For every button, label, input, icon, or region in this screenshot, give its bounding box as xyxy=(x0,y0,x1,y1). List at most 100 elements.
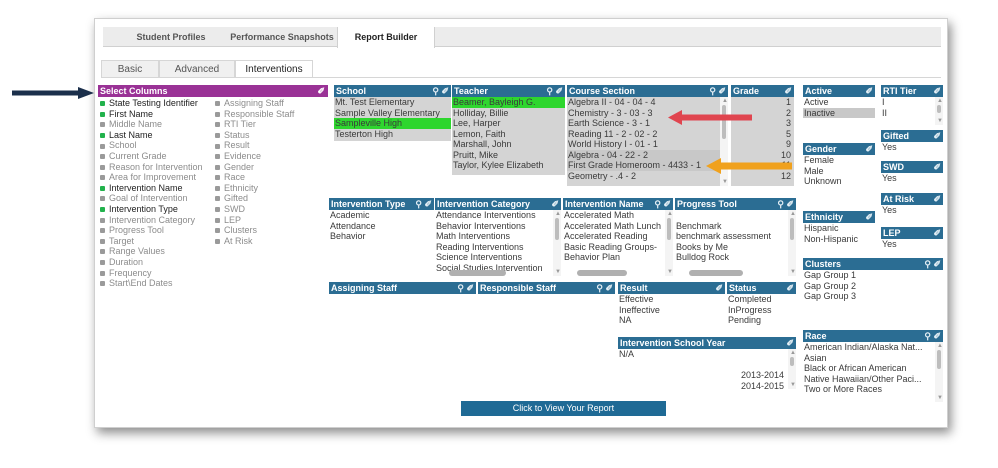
list-item[interactable]: Chemistry - 3 - 03 - 3 xyxy=(568,107,653,118)
list-item[interactable]: Books by Me xyxy=(676,241,729,252)
subtab-basic[interactable]: Basic xyxy=(101,60,159,78)
scroll-thumb[interactable] xyxy=(937,350,941,369)
list-item[interactable]: Geometry - .4 - 2 xyxy=(568,170,637,181)
list-item[interactable]: Pending xyxy=(728,315,762,325)
clear-filter-icon[interactable]: ✐ xyxy=(466,283,474,293)
list-item[interactable]: Sampleville High xyxy=(334,118,451,129)
list-item[interactable]: benchmark assessment xyxy=(676,231,772,241)
column-option[interactable]: Frequency xyxy=(100,268,203,279)
vertical-scrollbar[interactable]: ▲ ▼ xyxy=(935,97,943,125)
column-option[interactable]: Goal of Intervention xyxy=(100,193,203,204)
tab-student-profiles[interactable]: Student Profiles xyxy=(136,32,206,42)
column-option[interactable]: Ethnicity xyxy=(215,183,294,194)
list-item[interactable]: Algebra II - 04 - 04 - 4 xyxy=(568,97,656,107)
column-option[interactable]: Current Grade xyxy=(100,151,203,162)
search-icon[interactable]: ⚲ xyxy=(546,86,553,96)
clear-filter-icon[interactable]: ✐ xyxy=(786,283,794,293)
column-option[interactable]: LEP xyxy=(215,215,294,226)
list-item[interactable]: Pruitt, Mike xyxy=(453,149,499,160)
list-item[interactable]: American Indian/Alaska Nat... xyxy=(804,342,923,352)
list-item[interactable]: Gap Group 2 xyxy=(804,280,857,291)
list-item[interactable]: Non-Hispanic xyxy=(804,233,859,244)
scroll-down-icon[interactable]: ▼ xyxy=(790,269,796,275)
list-item[interactable]: Attendance Interventions xyxy=(436,210,536,220)
scroll-up-icon[interactable]: ▲ xyxy=(937,343,943,349)
list-item[interactable]: 10 xyxy=(780,149,791,160)
search-icon[interactable]: ⚲ xyxy=(709,86,716,96)
horizontal-scrollbar[interactable] xyxy=(577,270,627,276)
list-item[interactable]: Completed xyxy=(728,294,772,304)
subtab-advanced[interactable]: Advanced xyxy=(159,60,235,78)
list-item[interactable]: Native Hawaiian/Other Paci... xyxy=(804,373,922,384)
list-item[interactable]: Behavior Plan xyxy=(564,252,621,262)
scroll-thumb[interactable] xyxy=(555,218,559,240)
tab-report-builder[interactable]: Report Builder xyxy=(337,27,435,48)
list-item[interactable]: N/A xyxy=(619,349,635,359)
clear-filter-icon[interactable]: ✐ xyxy=(933,131,941,141)
clear-filter-icon[interactable]: ✐ xyxy=(663,199,671,209)
column-option[interactable]: Clusters xyxy=(215,225,294,236)
search-icon[interactable]: ⚲ xyxy=(924,331,931,341)
scroll-down-icon[interactable]: ▼ xyxy=(555,269,561,275)
column-option[interactable]: Race xyxy=(215,172,294,183)
list-item[interactable]: Reading 11 - 2 - 02 - 2 xyxy=(568,128,658,139)
list-item[interactable]: Earth Science - 3 - 1 xyxy=(568,118,651,128)
list-item[interactable]: 2014-2015 xyxy=(740,380,784,390)
list-item[interactable]: Yes xyxy=(882,205,897,215)
clear-filter-icon[interactable]: ✐ xyxy=(784,86,792,96)
vertical-scrollbar[interactable]: ▲ ▼ xyxy=(665,210,673,276)
search-icon[interactable]: ⚲ xyxy=(415,199,422,209)
scroll-thumb[interactable] xyxy=(790,218,794,240)
list-item[interactable]: 5 xyxy=(785,128,791,139)
scroll-thumb[interactable] xyxy=(667,218,671,240)
list-item[interactable]: Social Studies Intervention xyxy=(436,262,543,273)
clear-filter-icon[interactable]: ✐ xyxy=(933,86,941,96)
scroll-down-icon[interactable]: ▼ xyxy=(667,269,673,275)
list-item[interactable]: Yes xyxy=(882,239,897,249)
clear-filter-icon[interactable]: ✐ xyxy=(605,283,613,293)
column-option[interactable]: At Risk xyxy=(215,236,294,247)
column-option[interactable]: Gifted xyxy=(215,193,294,204)
list-item[interactable]: Male xyxy=(804,165,824,176)
scroll-down-icon[interactable]: ▼ xyxy=(722,179,728,185)
column-option[interactable]: Progress Tool xyxy=(100,225,203,236)
search-icon[interactable]: ⚲ xyxy=(596,283,603,293)
column-option[interactable]: Status xyxy=(215,130,294,141)
list-item[interactable]: Ineffective xyxy=(619,304,660,315)
column-option[interactable]: First Name xyxy=(100,109,203,120)
list-item[interactable]: Accelerated Math Lunch xyxy=(564,220,662,231)
vertical-scrollbar[interactable]: ▲ ▼ xyxy=(788,210,796,276)
horizontal-scrollbar[interactable] xyxy=(449,270,506,276)
column-option[interactable]: RTI Tier xyxy=(215,119,294,130)
clear-filter-icon[interactable]: ✐ xyxy=(786,199,794,209)
clear-filter-icon[interactable]: ✐ xyxy=(865,86,873,96)
clear-filter-icon[interactable]: ✐ xyxy=(933,162,941,172)
clear-filter-icon[interactable]: ✐ xyxy=(865,212,873,222)
list-item[interactable]: Lemon, Faith xyxy=(453,128,506,139)
subtab-interventions[interactable]: Interventions xyxy=(235,60,313,78)
vertical-scrollbar[interactable]: ▲ ▼ xyxy=(553,210,561,276)
scroll-up-icon[interactable]: ▲ xyxy=(722,98,728,104)
column-option[interactable]: SWD xyxy=(215,204,294,215)
list-item[interactable]: Testerton High xyxy=(335,128,394,139)
scroll-up-icon[interactable]: ▲ xyxy=(790,211,796,217)
list-item[interactable]: Gap Group 3 xyxy=(804,291,857,301)
clear-filter-icon[interactable]: ✐ xyxy=(555,86,563,96)
list-item[interactable]: 2 xyxy=(785,107,791,118)
list-item[interactable]: Algebra - 04 - 22 - 2 xyxy=(567,149,728,160)
list-item[interactable]: Holliday, Billie xyxy=(453,107,509,118)
list-item[interactable]: Basic Reading Groups- xyxy=(564,241,658,252)
column-option[interactable]: Intervention Category xyxy=(100,215,203,226)
list-item[interactable]: 1 xyxy=(785,97,791,107)
list-item[interactable]: Mt. Test Elementary xyxy=(335,97,415,107)
list-item[interactable]: Black or African American xyxy=(804,363,907,373)
list-item[interactable]: Behavior Interventions xyxy=(436,220,526,231)
clear-filter-icon[interactable]: ✐ xyxy=(933,228,941,238)
list-item[interactable]: Gap Group 1 xyxy=(804,270,857,280)
list-item[interactable]: Asian xyxy=(804,352,827,363)
column-option[interactable]: Intervention Name xyxy=(100,183,203,194)
list-item[interactable]: Active xyxy=(804,97,829,107)
clear-filter-icon[interactable]: ✐ xyxy=(715,283,723,293)
list-item[interactable]: Sample Valley Elementary xyxy=(335,107,440,118)
list-item[interactable]: Science Interventions xyxy=(436,252,523,262)
